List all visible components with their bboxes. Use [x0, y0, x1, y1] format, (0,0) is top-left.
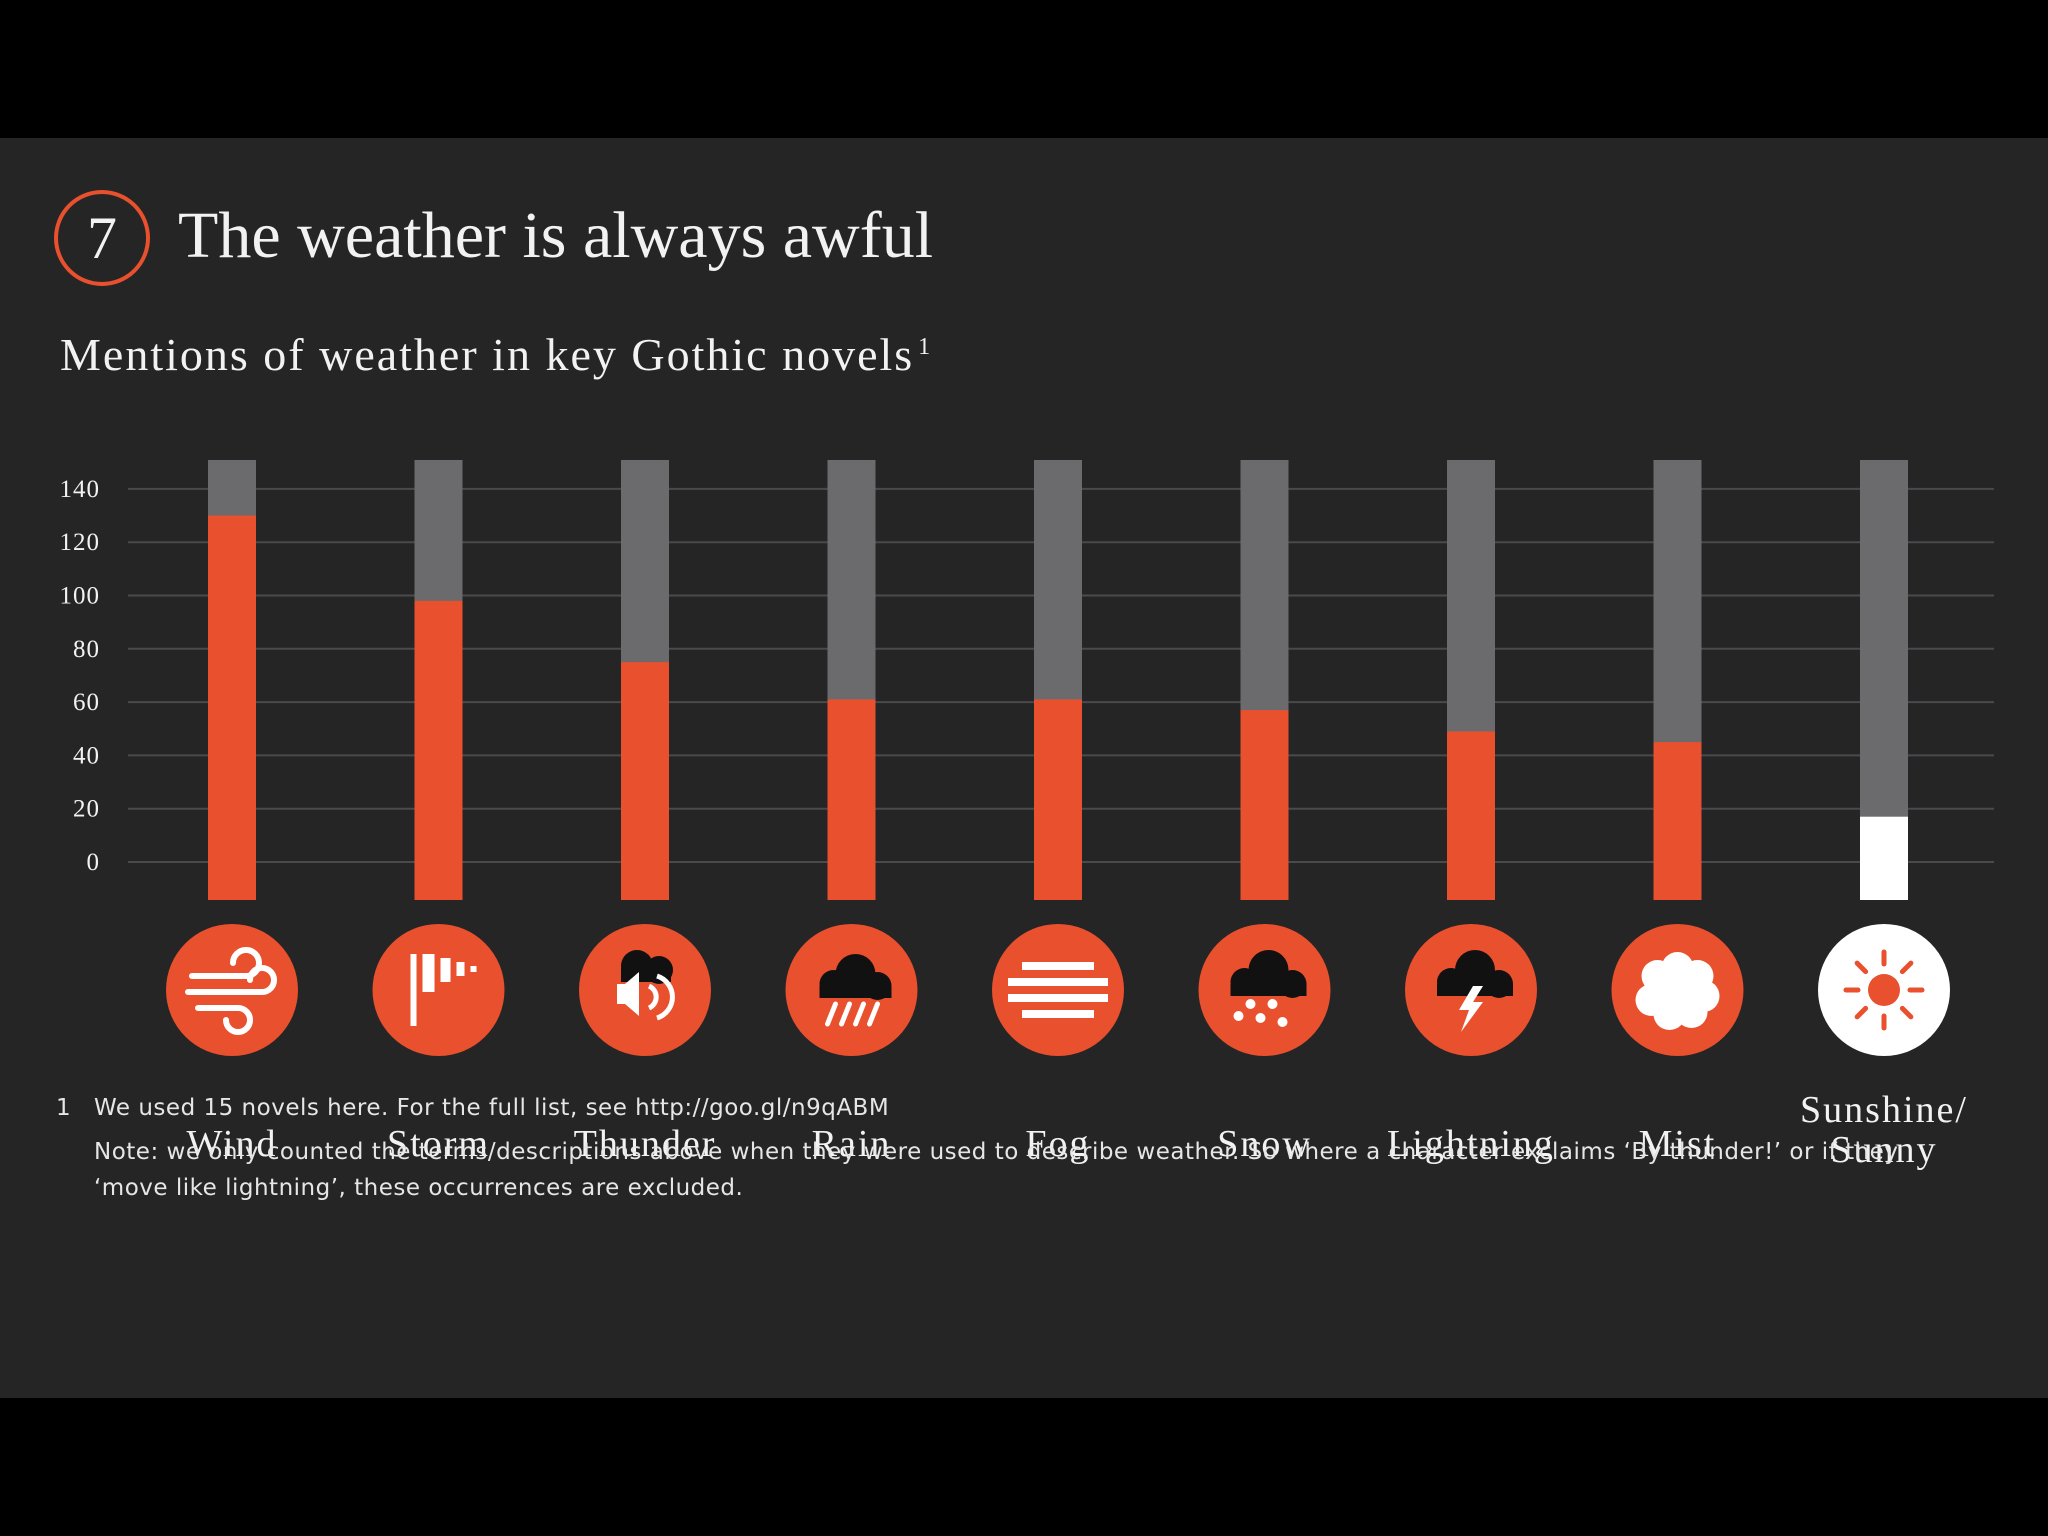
- fog-icon: [1008, 962, 1108, 1018]
- y-axis: 0 20 40 60 80 100 120 140: [60, 476, 1994, 876]
- x-tick-label: Lightning: [1387, 1123, 1555, 1165]
- bar: [1240, 710, 1289, 900]
- icon-circle: [992, 924, 1124, 1056]
- y-tick-label: 0: [87, 849, 101, 876]
- mist-icon: [1635, 952, 1720, 1030]
- sun-icon: [1843, 949, 1925, 1031]
- icon-circle: [372, 924, 505, 1056]
- x-tick-label: Snow: [1217, 1123, 1312, 1165]
- bar: [208, 515, 256, 900]
- x-tick-label: Fog: [1025, 1123, 1090, 1165]
- chart-subtitle: Mentions of weather in key Gothic novels…: [60, 328, 932, 381]
- bar: [414, 600, 463, 900]
- bar-group: Lightning: [1387, 460, 1555, 1165]
- section-number-badge: 7: [54, 190, 150, 286]
- bar-group: Rain: [785, 460, 918, 1165]
- footnote-ref: 1: [918, 333, 933, 360]
- bar: [1653, 742, 1702, 900]
- bar-group: Snow: [1198, 460, 1331, 1165]
- y-tick-label: 60: [73, 689, 100, 716]
- x-tick-label: Mist: [1639, 1123, 1717, 1165]
- footnote-note: Note: we only counted the terms/descript…: [94, 1139, 1899, 1201]
- storm-icon: [410, 954, 477, 1026]
- page-title: The weather is always awful: [178, 199, 934, 272]
- x-tick-label: Thunder: [574, 1123, 717, 1165]
- icon-circle: [579, 924, 711, 1056]
- x-tick-label: Wind: [187, 1123, 278, 1165]
- chart-subtitle-text: Mentions of weather in key Gothic novels: [60, 329, 915, 380]
- bar: [827, 699, 876, 900]
- x-tick-label: Sunny: [1830, 1129, 1937, 1171]
- lightning-icon: [1437, 950, 1513, 1032]
- snow-icon: [1230, 950, 1307, 1027]
- bar-group: Wind: [166, 460, 298, 1165]
- footnote-text: We used 15 novels here. For the full lis…: [94, 1095, 890, 1121]
- footnote-number: 1: [56, 1095, 72, 1121]
- y-tick-label: 140: [60, 476, 101, 503]
- rain-icon: [819, 954, 892, 1027]
- bar-group: Sunshine/Sunny: [1800, 460, 1968, 1171]
- infographic-panel: 7 The weather is always awful Mentions o…: [0, 138, 2048, 1398]
- y-tick-label: 100: [60, 583, 101, 610]
- x-tick-label: Rain: [812, 1123, 892, 1165]
- bar: [1860, 816, 1908, 900]
- wind-icon: [185, 947, 277, 1035]
- bar: [1447, 731, 1495, 900]
- thunder-icon: [617, 950, 675, 1021]
- bar: [1034, 699, 1082, 900]
- x-tick-label: Storm: [387, 1123, 490, 1165]
- bar-group: Mist: [1611, 460, 1744, 1165]
- bar-group: Thunder: [574, 460, 717, 1165]
- y-tick-label: 40: [73, 742, 100, 769]
- section-number: 7: [87, 204, 117, 271]
- bar-group: Storm: [372, 460, 505, 1165]
- x-tick-label: Sunshine/: [1800, 1089, 1968, 1131]
- footnote: 1 We used 15 novels here. For the full l…: [56, 1090, 1976, 1206]
- bar-group: Fog: [992, 460, 1124, 1165]
- y-tick-label: 80: [73, 636, 100, 663]
- y-tick-label: 20: [73, 796, 100, 823]
- y-tick-label: 120: [60, 529, 101, 556]
- bar: [621, 662, 669, 900]
